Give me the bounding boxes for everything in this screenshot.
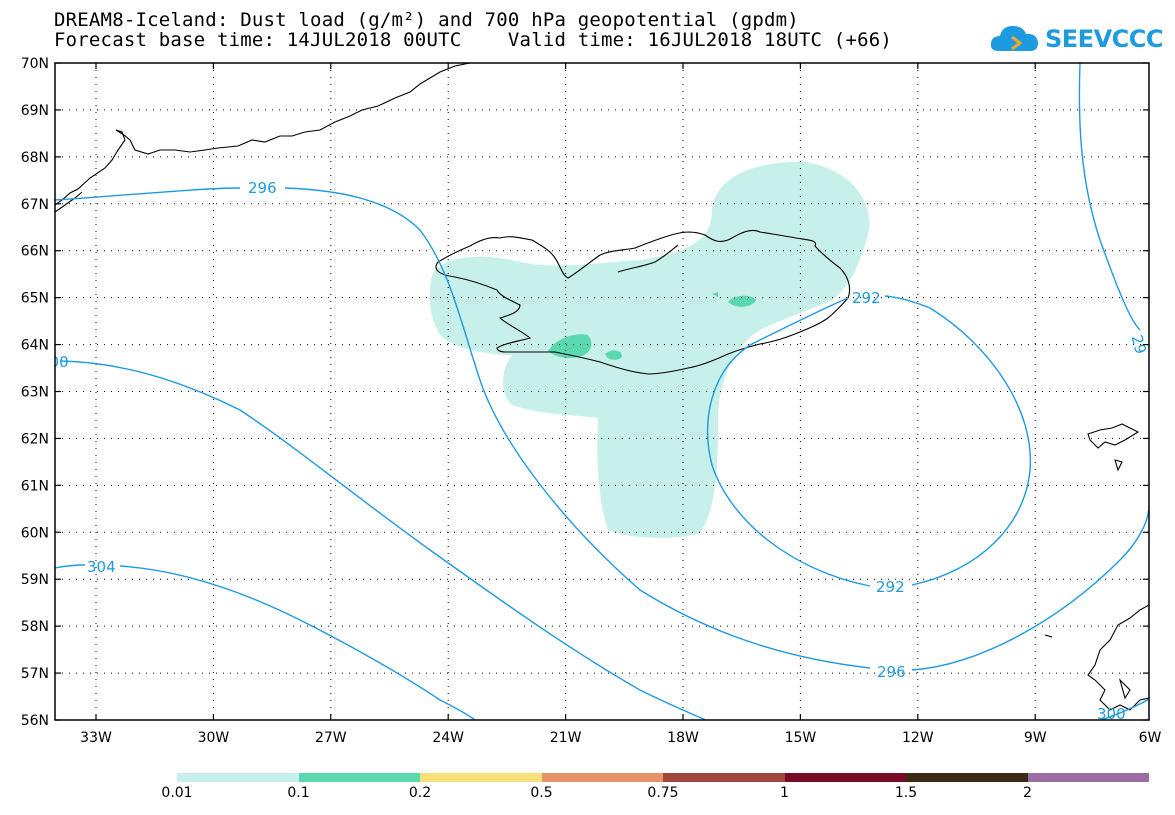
contour-label: 292 — [876, 578, 905, 596]
legend-swatch — [663, 773, 785, 782]
latitude-label: 66N — [21, 244, 49, 260]
legend-swatch — [906, 773, 1028, 782]
contour-label: 292 — [852, 289, 881, 307]
longitude-label: 9W — [1024, 730, 1047, 746]
cloud-icon — [990, 26, 1038, 51]
longitude-label: 15W — [785, 730, 817, 746]
latitude-label: 68N — [21, 150, 49, 166]
legend-label: 2 — [1023, 785, 1032, 801]
coastline — [55, 63, 1149, 711]
longitude-label: 27W — [315, 730, 347, 746]
latitude-label: 65N — [21, 291, 49, 307]
contour-label: 300 — [1097, 705, 1126, 723]
longitude-label: 21W — [550, 730, 582, 746]
latitude-label: 63N — [21, 385, 49, 401]
logo-text: SEEVCCC — [1045, 25, 1164, 53]
legend-swatch — [784, 773, 906, 782]
map-subtitle: Forecast base time: 14JUL2018 00UTC Vali… — [54, 29, 893, 51]
dust-area-mid — [728, 295, 756, 307]
legend-label: 0.01 — [161, 785, 193, 801]
longitude-label: 33W — [80, 730, 112, 746]
longitude-label: 30W — [198, 730, 230, 746]
legend-swatch — [177, 773, 299, 782]
latitude-label: 59N — [21, 572, 49, 588]
legend-label: 1.5 — [894, 785, 918, 801]
contour-label: 29 — [1127, 333, 1149, 356]
longitude-label: 6W — [1139, 730, 1162, 746]
dust-area-mid — [605, 350, 622, 360]
legend-swatch — [541, 773, 663, 782]
seevccc-logo: SEEVCCC — [990, 19, 1164, 59]
latitude-label: 64N — [21, 338, 49, 354]
map-title: DREAM8-Iceland: Dust load (g/m²) and 700… — [54, 9, 799, 31]
latitude-label: 69N — [21, 103, 49, 119]
contour-label: 296 — [248, 179, 277, 197]
dust-area-low — [429, 161, 870, 538]
longitude-label: 12W — [902, 730, 934, 746]
latitude-label: 60N — [21, 525, 49, 541]
legend-colorbar — [177, 773, 1149, 782]
dust-area-mid — [712, 292, 718, 297]
legend-swatch — [298, 773, 420, 782]
latitude-label: 57N — [21, 666, 49, 682]
legend-label: 0.2 — [408, 785, 432, 801]
legend-label: 0.5 — [530, 785, 553, 801]
latitude-label: 70N — [21, 56, 49, 72]
legend-swatch — [1027, 773, 1149, 782]
latitude-label: 62N — [21, 431, 49, 447]
latitude-label: 67N — [21, 197, 49, 213]
latitude-label: 58N — [21, 619, 49, 635]
graticule — [55, 63, 1149, 720]
dust-area-mid — [548, 334, 592, 359]
contour-label: 300 — [40, 353, 69, 371]
longitude-label: 18W — [667, 730, 699, 746]
contour-label: 296 — [877, 663, 906, 681]
legend-swatch — [420, 773, 542, 782]
latitude-label: 61N — [21, 478, 49, 494]
legend-label: 0.75 — [647, 785, 679, 801]
latitude-label: 56N — [21, 713, 49, 729]
contour-label: 304 — [87, 558, 116, 576]
longitude-label: 24W — [432, 730, 464, 746]
legend-label: 1 — [780, 785, 789, 801]
legend-label: 0.1 — [287, 785, 310, 801]
